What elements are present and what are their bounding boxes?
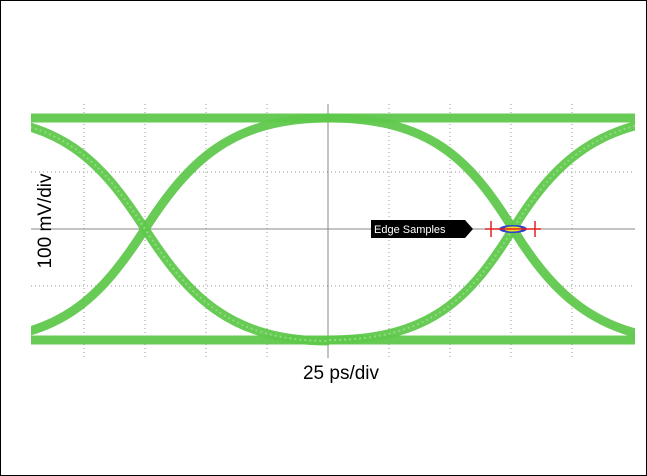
screenshot: Edge Samples 25 ps/div 100 mV/div bbox=[0, 0, 647, 476]
x-axis-label: 25 ps/div bbox=[303, 363, 380, 384]
annotation: Edge Samples bbox=[374, 224, 446, 236]
y-axis-label: 100 mV/div bbox=[35, 173, 56, 269]
grid bbox=[31, 104, 635, 358]
eye-diagram: Edge Samples 25 ps/div 100 mV/div bbox=[1, 1, 646, 475]
